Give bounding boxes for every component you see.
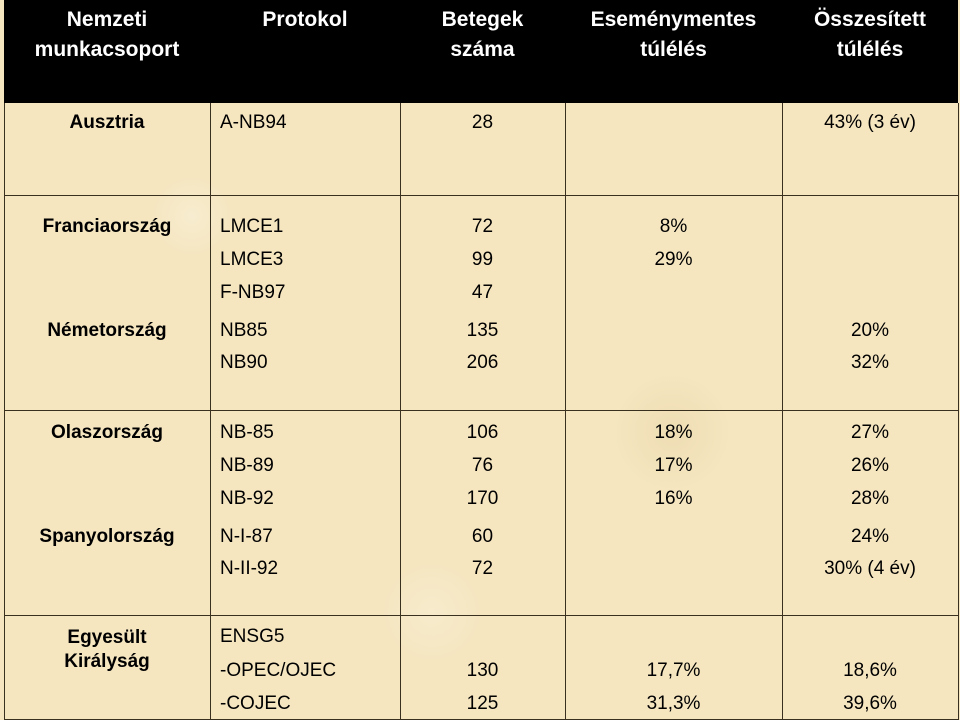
patients-cell: 106 [466,422,499,443]
header-patients: Betegek száma [441,8,524,61]
column-divider [210,103,211,720]
efs-cell: 17,7% [646,660,701,681]
patients-cell: 47 [471,282,494,303]
patients-cell: 125 [466,693,499,714]
table-header: Nemzeti munkacsoport Protokol Betegek szám… [4,0,958,103]
patients-cell: 99 [471,249,494,270]
protocol-cell: LMCE3 [220,249,284,270]
header-country: Nemzeti munkacsoport [34,8,180,61]
column-divider [782,103,783,720]
os-cell: 18,6% [843,660,897,681]
header-os: Összesített túlélés [813,8,927,61]
os-cell: 28% [850,488,890,509]
row-divider [4,195,959,196]
patients-cell: 72 [471,558,494,579]
os-cell: 43% (3 év) [824,112,916,133]
header-efs: Eseménymentes túlélés [590,8,757,61]
country-cell: Ausztria [69,112,145,133]
os-cell: 32% [850,352,890,373]
protocol-cell: NB-92 [220,488,274,509]
patients-cell: 135 [466,320,499,341]
protocol-cell: ENSG5 [220,626,285,647]
country-cell: Spanyolország [39,526,175,547]
os-cell: 39,6% [843,693,897,714]
os-cell: 24% [850,526,890,547]
protocol-cell: -OPEC/OJEC [220,660,337,681]
protocol-cell: NB85 [220,320,268,341]
country-cell: Olaszország [51,422,163,443]
efs-cell: 29% [654,249,693,270]
protocol-cell: N-I-87 [220,526,273,547]
country-cell: Németország [47,320,167,341]
os-cell: 26% [850,455,890,476]
table-border [958,103,959,720]
protocol-cell: -COJEC [220,693,291,714]
protocol-cell: F-NB97 [220,282,286,303]
protocol-cell: NB-85 [220,422,274,443]
country-cell: Egyesült Királyság [64,627,150,672]
os-cell: 30% (4 év) [824,558,916,579]
patients-cell: 170 [466,488,499,509]
protocol-cell: LMCE1 [220,216,284,237]
patients-cell: 28 [471,112,494,133]
patients-cell: 76 [471,455,494,476]
efs-cell: 16% [654,488,693,509]
header-protocol: Protokol [262,8,348,31]
protocol-cell: A-NB94 [220,112,287,133]
patients-cell: 60 [471,526,494,547]
os-cell: 27% [850,422,890,443]
efs-cell: 8% [659,216,688,237]
row-divider [4,410,959,411]
protocol-cell: NB-89 [220,455,274,476]
protocol-cell: N-II-92 [220,558,279,579]
row-divider [4,615,959,616]
column-divider [565,103,566,720]
efs-cell: 31,3% [646,693,701,714]
country-cell: Franciaország [42,216,172,237]
table-border [4,103,5,720]
patients-cell: 206 [466,352,499,373]
efs-cell: 18% [654,422,693,443]
efs-cell: 17% [654,455,693,476]
os-cell: 20% [850,320,890,341]
patients-cell: 130 [466,660,499,681]
protocol-cell: NB90 [220,352,268,373]
column-divider [400,103,401,720]
patients-cell: 72 [471,216,494,237]
